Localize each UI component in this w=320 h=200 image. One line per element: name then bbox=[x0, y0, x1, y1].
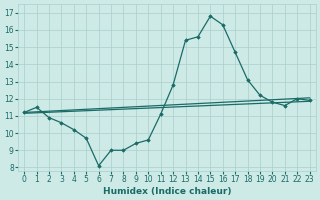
X-axis label: Humidex (Indice chaleur): Humidex (Indice chaleur) bbox=[103, 187, 231, 196]
